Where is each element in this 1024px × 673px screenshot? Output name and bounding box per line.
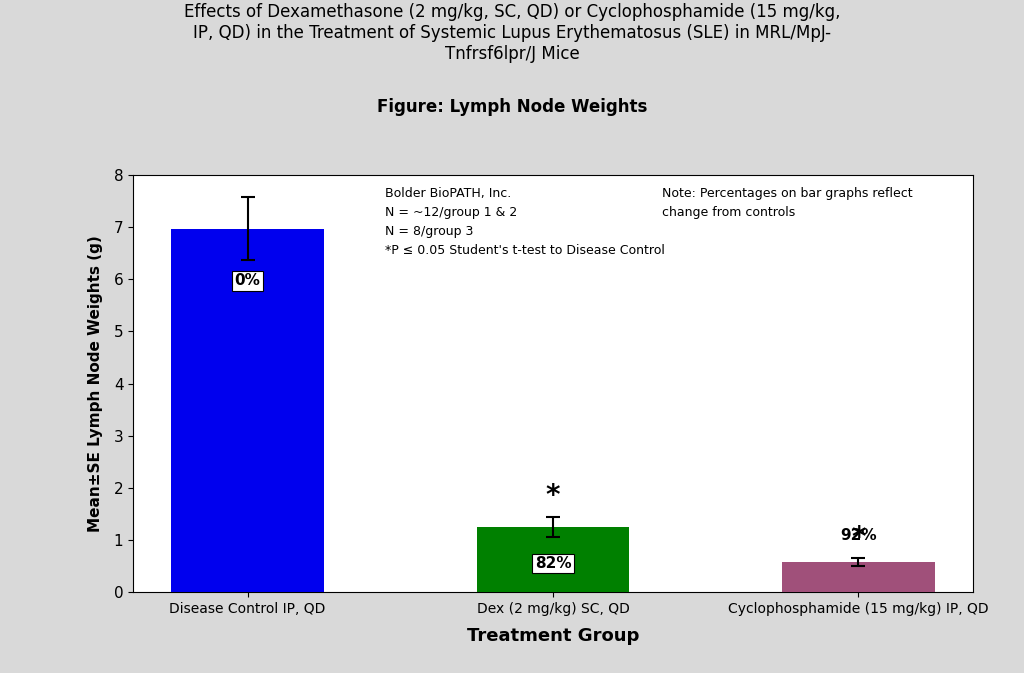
X-axis label: Treatment Group: Treatment Group (467, 627, 639, 645)
Text: Figure: Lymph Node Weights: Figure: Lymph Node Weights (377, 98, 647, 116)
Text: 92%: 92% (840, 528, 877, 542)
Bar (782, 562, 935, 592)
Text: Effects of Dexamethasone (2 mg/kg, SC, QD) or Cyclophosphamide (15 mg/kg,
IP, QD: Effects of Dexamethasone (2 mg/kg, SC, Q… (183, 3, 841, 63)
Text: Note: Percentages on bar graphs reflect
change from controls: Note: Percentages on bar graphs reflect … (663, 188, 912, 219)
Text: *: * (546, 483, 560, 510)
Text: *: * (851, 524, 865, 552)
Bar (171, 229, 324, 592)
Y-axis label: Mean±SE Lymph Node Weights (g): Mean±SE Lymph Node Weights (g) (87, 236, 102, 532)
Text: 0%: 0% (234, 273, 260, 288)
Bar (476, 527, 630, 592)
Text: 82%: 82% (535, 556, 571, 571)
Text: Bolder BioPATH, Inc.
N = ~12/group 1 & 2
N = 8/group 3
*P ≤ 0.05 Student's t-tes: Bolder BioPATH, Inc. N = ~12/group 1 & 2… (385, 188, 665, 258)
